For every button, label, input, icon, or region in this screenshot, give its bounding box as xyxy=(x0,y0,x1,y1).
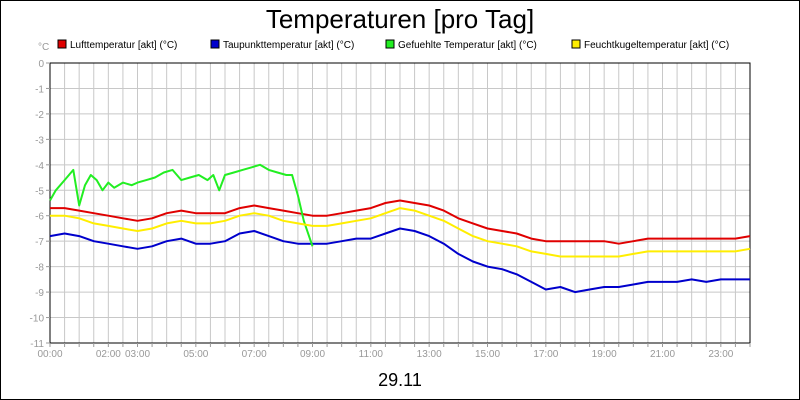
series-line-1 xyxy=(49,227,750,294)
x-tick-label: 03:00 xyxy=(125,349,150,360)
y-tick-label: -10 xyxy=(30,314,45,325)
y-tick-label: -6 xyxy=(35,212,44,223)
y-axis-ticks: 0 -1 -2 -3 -4 -5 -6 -7 -8 -9 -10 -11 xyxy=(30,59,50,350)
legend-swatch-1 xyxy=(210,39,220,49)
legend-swatch-2 xyxy=(385,39,395,49)
y-tick-label: -4 xyxy=(35,161,44,172)
x-axis-label: 29.11 xyxy=(378,370,422,390)
legend-label-3: Feuchtkugeltemperatur [akt] (°C) xyxy=(584,40,729,51)
x-tick-label: 19:00 xyxy=(592,349,617,360)
series-line-0 xyxy=(50,199,751,245)
series-line-2 xyxy=(49,163,314,247)
y-tick-label: -9 xyxy=(35,288,44,299)
y-tick-label: -1 xyxy=(35,84,44,95)
legend-label-2: Gefuehlte Temperatur [akt] (°C) xyxy=(398,40,537,51)
grid xyxy=(49,62,751,344)
legend-swatch-0 xyxy=(57,39,67,49)
y-tick-label: -7 xyxy=(35,237,44,248)
x-tick-label: 09:00 xyxy=(300,349,325,360)
y-tick-label: -2 xyxy=(35,110,44,121)
x-tick-label: 15:00 xyxy=(475,349,500,360)
legend: Lufttemperatur [akt] (°C) Taupunkttempera… xyxy=(57,39,729,51)
legend-swatch-3 xyxy=(571,39,581,49)
x-tick-label: 23:00 xyxy=(708,349,733,360)
legend-label-1: Taupunkttemperatur [akt] (°C) xyxy=(223,40,354,51)
y-tick-label: -8 xyxy=(35,263,44,274)
y-axis-unit: °C xyxy=(38,42,49,53)
x-tick-label: 02:00 xyxy=(96,349,121,360)
x-tick-label: 07:00 xyxy=(242,349,267,360)
x-tick-label: 13:00 xyxy=(417,349,442,360)
y-tick-label: -3 xyxy=(35,135,44,146)
x-tick-label: 11:00 xyxy=(359,349,384,360)
y-tick-label: -11 xyxy=(30,339,44,350)
chart-title: Temperaturen [pro Tag] xyxy=(266,4,534,34)
x-tick-label: 05:00 xyxy=(183,349,208,360)
x-axis-ticks: 00:00 02:00 03:00 05:00 07:00 09:00 11:00 13:00… xyxy=(37,343,751,360)
x-tick-label: 00:00 xyxy=(37,349,62,360)
series-line-3 xyxy=(50,207,751,258)
legend-label-0: Lufttemperatur [akt] (°C) xyxy=(70,40,177,51)
series-lines xyxy=(49,163,751,294)
y-tick-label: 0 xyxy=(38,59,44,70)
x-tick-label: 17:00 xyxy=(533,349,558,360)
x-tick-label: 21:00 xyxy=(650,349,675,360)
y-tick-label: -5 xyxy=(35,186,44,197)
